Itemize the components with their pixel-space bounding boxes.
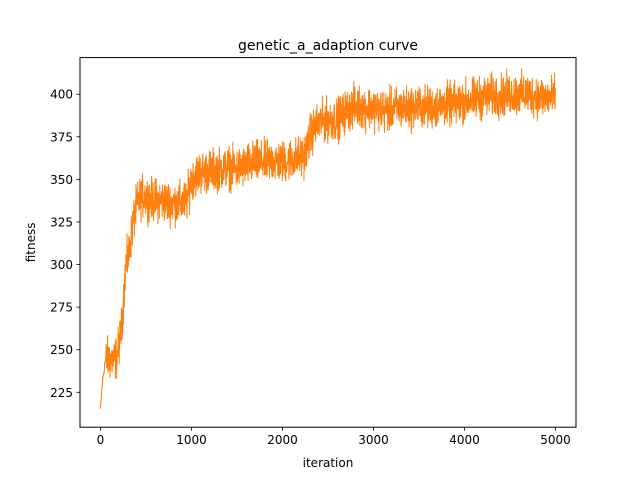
chart-title: genetic_a_adaption curve — [238, 38, 418, 54]
y-tick-label: 275 — [50, 301, 73, 315]
x-tick-label: 4000 — [449, 433, 480, 447]
x-tick-label: 3000 — [358, 433, 389, 447]
x-axis-label: iteration — [303, 456, 354, 470]
axis-ticks: 0 1000 2000 3000 4000 5000 225 250 275 300 325 350 3… — [50, 88, 571, 447]
y-tick-label: 325 — [50, 215, 73, 229]
y-tick-label: 225 — [50, 386, 73, 400]
x-tick-label: 1000 — [176, 433, 207, 447]
fitness-series-line — [99, 67, 557, 409]
y-tick-label: 375 — [50, 130, 73, 144]
plot-area — [99, 67, 557, 409]
axes-frame — [79, 57, 577, 428]
y-tick-label: 250 — [50, 343, 73, 357]
y-axis-label: fitness — [24, 223, 38, 263]
x-tick-label: 2000 — [267, 433, 298, 447]
x-tick-label: 5000 — [540, 433, 571, 447]
y-tick-label: 400 — [50, 88, 73, 102]
x-tick-label: 0 — [97, 433, 105, 447]
y-tick-label: 300 — [50, 258, 73, 272]
y-tick-label: 350 — [50, 173, 73, 187]
